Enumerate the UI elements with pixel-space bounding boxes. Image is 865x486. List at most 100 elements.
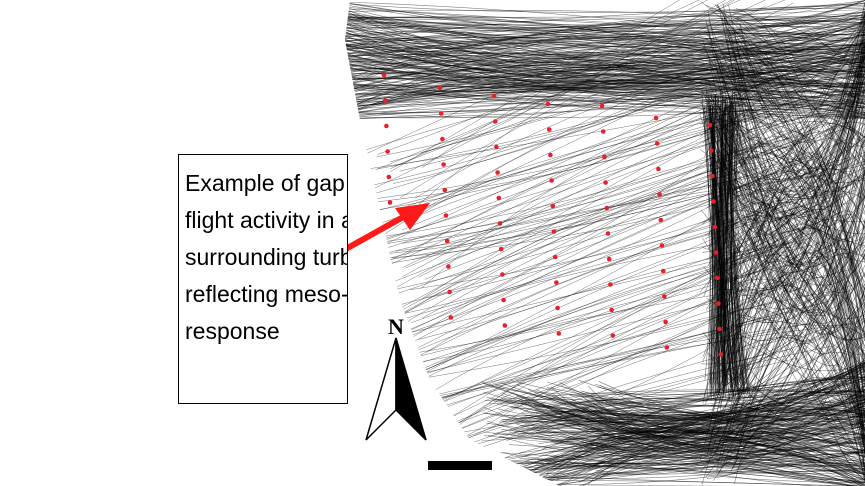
flight-track (402, 103, 831, 268)
scale-bar (428, 461, 492, 470)
flight-track (725, 106, 733, 389)
flight-track (512, 389, 865, 435)
flight-track (345, 66, 865, 97)
flight-track (577, 422, 865, 449)
flight-track (717, 95, 865, 277)
flight-track (540, 405, 865, 479)
flight-track (345, 76, 865, 118)
turbine-marker (659, 243, 665, 248)
flight-track (373, 174, 804, 303)
turbine-marker (602, 154, 607, 160)
flight-track (375, 160, 806, 395)
flight-track (597, 386, 865, 440)
flight-track (345, 26, 865, 67)
turbine-marker (664, 345, 670, 350)
turbine-marker (610, 333, 616, 338)
flight-track (716, 4, 865, 299)
north-arrow-left-half (365, 337, 397, 441)
flight-track (527, 382, 865, 419)
flight-track (345, 57, 865, 83)
flight-track (729, 136, 865, 302)
flight-track (345, 66, 865, 113)
flight-track (421, 0, 854, 169)
flight-track (736, 119, 746, 391)
north-label: N (388, 314, 404, 339)
turbine-marker (548, 152, 553, 158)
flight-track (599, 445, 865, 475)
flight-track (345, 7, 865, 97)
flight-track (345, 10, 865, 113)
flight-track (716, 117, 865, 325)
turbine-marker (385, 149, 390, 154)
flight-track (552, 443, 865, 477)
turbine-marker (545, 101, 551, 107)
flight-track (729, 78, 865, 262)
turbine-marker (663, 319, 668, 325)
flight-track (717, 174, 865, 219)
flight-track (720, 180, 865, 464)
flight-track (529, 418, 865, 429)
flight-track (345, 52, 865, 105)
flight-track (535, 411, 865, 448)
flight-track (481, 396, 865, 442)
flight-track (345, 73, 865, 121)
turbine-marker (708, 148, 714, 153)
flight-track (585, 456, 865, 477)
flight-track (345, 34, 865, 49)
flight-track (722, 50, 865, 306)
flight-track (345, 14, 865, 45)
flight-track (383, 46, 813, 235)
flight-track (345, 0, 865, 55)
flight-track (345, 0, 865, 66)
turbine-marker (609, 307, 614, 313)
flight-track (526, 410, 865, 470)
turbine-marker (707, 122, 713, 128)
turbine-marker (446, 264, 451, 269)
pointer-arrow-head (395, 203, 430, 230)
flight-track (498, 389, 865, 440)
flight-track (354, 115, 764, 215)
flight-track (735, 76, 865, 421)
flight-track (496, 480, 865, 486)
flight-track (393, 206, 803, 361)
flight-track (724, 53, 865, 69)
flight-track (345, 51, 865, 67)
flight-track (345, 22, 865, 63)
flight-track (736, 16, 865, 482)
flight-track (735, 13, 865, 60)
flight-track (730, 188, 865, 283)
flight-track (730, 45, 865, 160)
turbine-marker (710, 173, 715, 179)
flight-track (364, 126, 801, 245)
flight-track (703, 45, 865, 124)
callout-line-2: flight activity in area (185, 207, 347, 233)
flight-track (482, 453, 865, 483)
flight-track (537, 390, 865, 409)
flight-track (377, 0, 828, 155)
turbine-marker (604, 205, 610, 211)
flight-track (345, 2, 865, 88)
flight-track (398, 137, 806, 346)
flight-track (518, 408, 865, 484)
flight-track (345, 14, 865, 51)
flight-track (497, 408, 865, 441)
flight-track (392, 172, 812, 258)
turbine-marker (549, 178, 554, 183)
turbine-marker (551, 229, 557, 234)
turbine-marker (444, 238, 450, 244)
flight-track (737, 177, 865, 200)
turbine-markers (381, 72, 724, 357)
flight-track (710, 121, 865, 242)
flight-track (736, 113, 865, 268)
flight-track (739, 337, 865, 372)
flight-track (512, 416, 865, 459)
flight-track (499, 379, 865, 423)
flight-track (377, 73, 765, 170)
turbine-marker (382, 98, 388, 103)
turbine-marker (658, 217, 664, 223)
flight-track (726, 232, 865, 310)
flight-track (726, 28, 865, 350)
turbine-marker (500, 272, 505, 277)
flight-track (535, 450, 865, 485)
flight-track (411, 128, 845, 261)
